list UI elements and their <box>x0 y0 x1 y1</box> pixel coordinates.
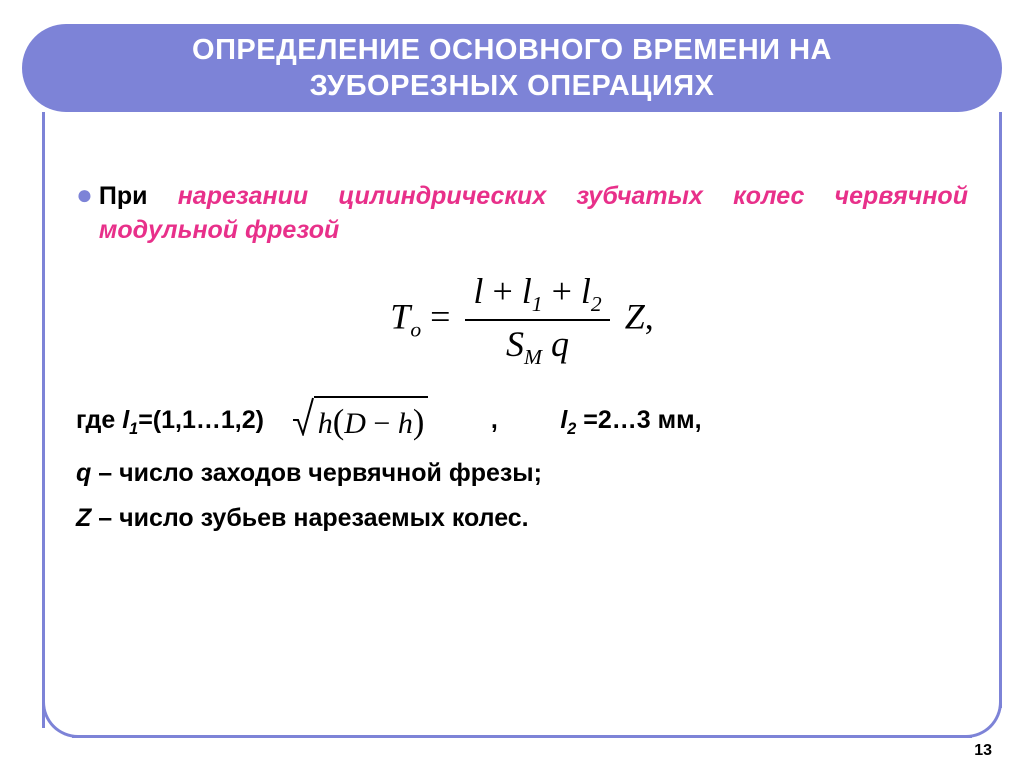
frame-border-right <box>999 112 1002 708</box>
intro-prefix: При <box>99 182 178 210</box>
sqrt-radicand: h(D − h) <box>314 396 429 446</box>
mid-comma: , <box>491 406 498 434</box>
formula-comma: , <box>645 296 654 336</box>
sqrt-expression: h(D − h) <box>292 396 429 446</box>
q-definition: q – число заходов червячной фрезы; <box>76 456 968 491</box>
frame-border-left <box>42 112 45 728</box>
z-text: – число зубьев нарезаемых колес. <box>91 504 528 532</box>
l1-range: =(1,1…1,2) <box>138 406 264 434</box>
l1-var-sub: 1 <box>129 420 138 438</box>
formula-lhs-base: T <box>390 296 410 336</box>
formula-expression: To = l + l1 + l2 SM q Z, <box>390 270 653 370</box>
equals-sign: = <box>430 296 459 336</box>
slide-content: ● При нарезании цилиндрических зубчатых … <box>76 180 968 546</box>
intro-highlight: нарезании цилиндрических зубчатых колес … <box>99 182 968 244</box>
frame-corner-br <box>942 678 1002 738</box>
q-text: – число заходов червячной фрезы; <box>91 459 542 487</box>
title-line-1: ОПРЕДЕЛЕНИЕ ОСНОВНОГО ВРЕМЕНИ НА <box>192 34 832 66</box>
l2-range: =2…3 мм, <box>576 406 701 434</box>
slide-header: ОПРЕДЕЛЕНИЕ ОСНОВНОГО ВРЕМЕНИ НА ЗУБОРЕЗ… <box>22 24 1002 112</box>
frame-corner-bl <box>42 678 102 738</box>
title-line-2: ЗУБОРЕЗНЫХ ОПЕРАЦИЯХ <box>310 70 715 102</box>
sqrt-icon <box>292 396 314 436</box>
formula-fraction: l + l1 + l2 SM q <box>465 270 609 370</box>
slide-title: ОПРЕДЕЛЕНИЕ ОСНОВНОГО ВРЕМЕНИ НА ЗУБОРЕЗ… <box>192 32 832 105</box>
where-prefix: где <box>76 406 122 434</box>
frame-border-bottom <box>72 735 972 738</box>
bullet-icon: ● <box>76 181 93 209</box>
intro-paragraph: ● При нарезании цилиндрических зубчатых … <box>76 180 968 248</box>
formula-lhs-sub: o <box>410 317 421 341</box>
z-var: Z <box>76 504 91 532</box>
q-var: q <box>76 459 91 487</box>
formula-numerator: l + l1 + l2 <box>465 270 609 321</box>
l2-var-sub: 2 <box>567 420 576 438</box>
main-formula: To = l + l1 + l2 SM q Z, <box>76 270 968 370</box>
z-definition: Z – число зубьев нарезаемых колес. <box>76 501 968 536</box>
page-number: 13 <box>974 742 992 760</box>
where-line: где l1=(1,1…1,2) h(D − h) , l2 =2…3 мм, <box>76 396 968 446</box>
formula-denominator: SM q <box>465 321 609 370</box>
formula-trailing: Z <box>625 296 645 336</box>
intro-text: При нарезании цилиндрических зубчатых ко… <box>99 180 968 248</box>
